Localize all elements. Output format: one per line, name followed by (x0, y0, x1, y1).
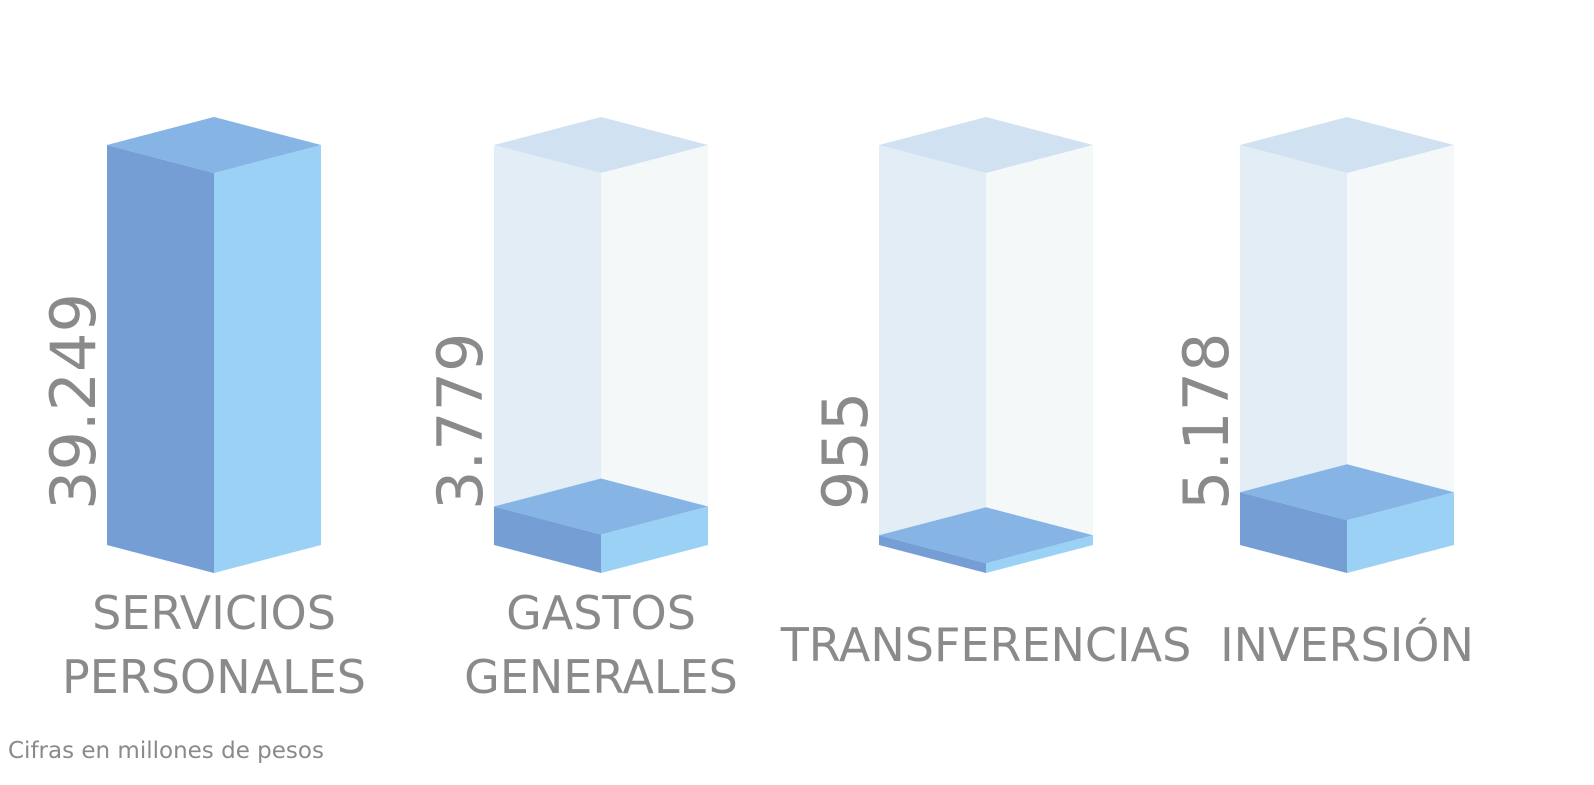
bar-left (494, 506, 601, 573)
bar-left (107, 145, 214, 573)
container-right (1347, 145, 1454, 573)
bar-right (1347, 492, 1454, 573)
bar-top (1240, 464, 1454, 521)
container-left (494, 145, 601, 573)
category-label: GASTOS GENERALES (464, 586, 738, 704)
value-label: 3.779 (424, 333, 497, 511)
value-label: 955 (809, 392, 882, 510)
container-top (1240, 117, 1454, 173)
category-label: SERVICIOS PERSONALES (62, 586, 366, 704)
bar-left (879, 535, 986, 573)
bar-right (601, 506, 708, 573)
container-left (1240, 145, 1347, 573)
container-right (986, 145, 1093, 573)
container-top (494, 117, 708, 173)
category-label: TRANSFERENCIAS (780, 618, 1192, 672)
container-top (879, 117, 1093, 173)
category-label: INVERSIÓN (1220, 618, 1474, 672)
bar-top (494, 478, 708, 535)
value-label: 5.178 (1170, 333, 1243, 511)
bar-top (107, 117, 321, 173)
bar-left (1240, 492, 1347, 573)
bar-right (986, 535, 1093, 573)
container-left (879, 145, 986, 573)
value-label: 39.249 (37, 293, 110, 510)
bar-top (879, 507, 1093, 564)
note: Cifras en millones de pesos (8, 738, 324, 764)
bar-right (214, 145, 321, 573)
container-right (601, 145, 708, 573)
